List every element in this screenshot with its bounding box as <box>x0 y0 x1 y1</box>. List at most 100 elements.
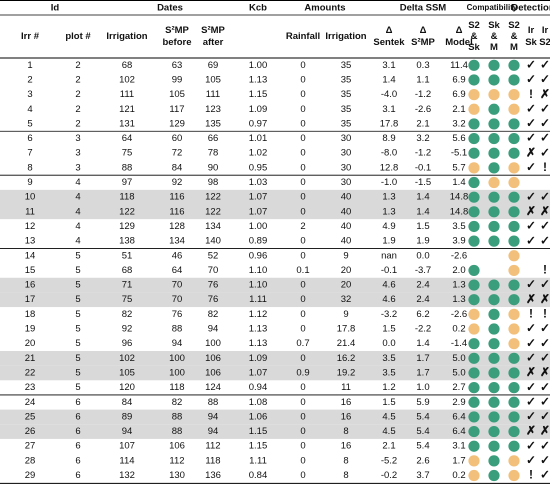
detect-mark: ✗ <box>526 424 536 438</box>
cell: 0.97 <box>249 118 268 129</box>
cell: 1.4 <box>416 338 429 349</box>
compat-dot <box>488 469 500 482</box>
cell: 0.96 <box>249 250 268 261</box>
cell: 0 <box>300 455 305 466</box>
detect-mark: ✓ <box>540 409 550 423</box>
cell: 0 <box>300 324 305 335</box>
cell: 60 <box>172 133 183 144</box>
cell: 5.0 <box>452 353 465 364</box>
cell: 5.4 <box>416 411 429 422</box>
cell: 122 <box>119 206 135 217</box>
cell: 117 <box>169 104 184 115</box>
compat-dot <box>468 103 480 115</box>
cell: 1.4 <box>452 177 465 188</box>
compat-dot <box>508 191 520 203</box>
cell: 2 <box>75 74 80 85</box>
cell: 3.5 <box>382 353 395 364</box>
cell: 0 <box>300 177 305 188</box>
cell: 21.4 <box>337 338 356 349</box>
cell: 8 <box>27 162 32 173</box>
cell: -1.5 <box>415 177 431 188</box>
compat-dot <box>508 103 520 115</box>
compat-dot <box>508 323 520 335</box>
cell: 89 <box>122 411 133 422</box>
cell: 0 <box>300 74 305 85</box>
cell: 4.5 <box>382 411 395 422</box>
detect-mark: ✗ <box>526 145 536 159</box>
cell: 21 <box>25 353 36 364</box>
cell: 1.00 <box>249 221 268 232</box>
compat-dot <box>488 176 500 189</box>
cell: 26 <box>25 426 36 437</box>
detect-mark: ✓ <box>526 131 536 145</box>
cell: 0.0 <box>416 250 429 261</box>
detect-mark: ✓ <box>526 160 536 174</box>
cell: 0.95 <box>249 162 268 173</box>
cell: 3.9 <box>452 236 465 247</box>
cell: 0 <box>300 60 305 71</box>
cell: 0.7 <box>296 338 309 349</box>
detect-mark: ! <box>543 263 547 277</box>
cell: 6 <box>75 470 80 481</box>
cell: 1.15 <box>249 89 268 100</box>
compat-dot <box>488 352 500 364</box>
compat-dot <box>468 59 480 71</box>
cell: 0 <box>300 426 305 437</box>
cell: 5 <box>75 265 80 276</box>
compat-dot <box>468 367 480 379</box>
detect-mark: ! <box>529 87 533 101</box>
compat-dot <box>488 440 500 452</box>
compat-dot <box>468 411 480 423</box>
compat-dot <box>488 220 500 233</box>
cell: 16.2 <box>337 353 356 364</box>
cell: 1.9 <box>416 236 429 247</box>
cell: 0 <box>300 206 305 217</box>
cell: 9 <box>343 250 348 261</box>
cell: 3.5 <box>452 221 465 232</box>
compat-dot <box>488 206 500 218</box>
group-header: Amounts <box>304 3 345 14</box>
compat-dot <box>508 396 520 408</box>
compat-dot <box>508 294 520 306</box>
cell: 5 <box>75 294 80 305</box>
cell: 35 <box>341 74 352 85</box>
cell: 30 <box>341 177 352 188</box>
cell: 1.00 <box>249 60 268 71</box>
detect-mark: ✓ <box>526 116 536 130</box>
cell: nan <box>381 250 397 261</box>
detect-mark: ! <box>543 307 547 321</box>
compat-dot <box>508 411 520 423</box>
column-header: after <box>203 37 224 48</box>
cell: 15 <box>25 265 36 276</box>
cell: 94 <box>208 411 219 422</box>
cell: 70 <box>172 294 183 305</box>
cell: 20 <box>341 265 352 276</box>
cell: 76 <box>208 280 219 291</box>
cell: 25 <box>25 411 36 422</box>
column-header: Irrigation <box>106 31 147 42</box>
compat-dot <box>468 323 480 335</box>
compat-dot <box>508 455 520 467</box>
compat-dot <box>468 264 480 277</box>
cell: 0 <box>300 89 305 100</box>
cell: 1.10 <box>249 265 268 276</box>
detect-mark: ✗ <box>540 292 550 306</box>
cell: 105 <box>205 74 221 85</box>
cell: 100 <box>205 338 221 349</box>
cell: 35 <box>341 104 352 115</box>
cell: 6.9 <box>452 89 465 100</box>
cell: 3 <box>75 133 80 144</box>
cell: 1.08 <box>249 397 268 408</box>
cell: 9 <box>27 177 32 188</box>
detect-mark: ✓ <box>526 453 536 467</box>
detect-mark: ✓ <box>540 189 550 203</box>
group-header: Kcb <box>249 3 267 14</box>
column-header: Rainfall <box>286 31 320 42</box>
compat-dot <box>488 396 500 408</box>
cell: 111 <box>206 89 220 100</box>
cell: 20 <box>341 280 352 291</box>
row-shade <box>0 351 550 366</box>
cell: 1.15 <box>249 441 268 452</box>
detect-mark: ✓ <box>540 57 550 71</box>
cell: 1.4 <box>382 74 395 85</box>
